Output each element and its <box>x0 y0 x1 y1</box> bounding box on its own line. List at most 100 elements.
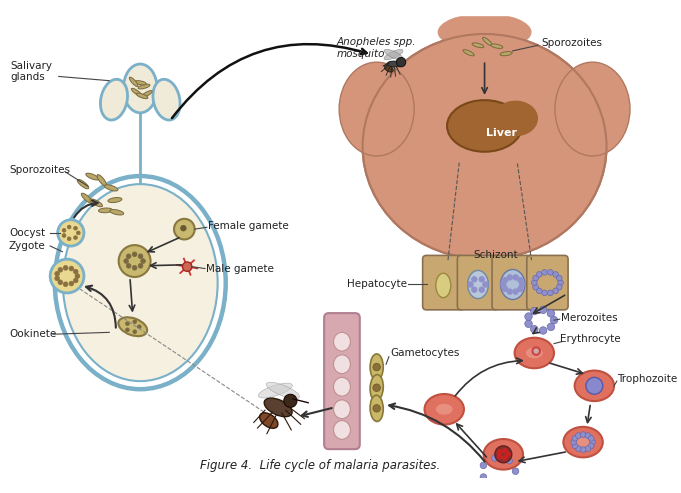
Circle shape <box>141 259 146 263</box>
Circle shape <box>530 307 538 315</box>
Circle shape <box>183 262 192 271</box>
Circle shape <box>180 225 186 231</box>
Circle shape <box>539 306 547 314</box>
Circle shape <box>548 270 553 275</box>
Circle shape <box>132 265 137 270</box>
Circle shape <box>492 481 498 488</box>
Circle shape <box>503 449 507 453</box>
Circle shape <box>541 290 548 296</box>
Ellipse shape <box>99 208 112 213</box>
Text: Trophozoite: Trophozoite <box>617 374 677 384</box>
Ellipse shape <box>436 273 451 298</box>
Circle shape <box>138 325 141 329</box>
Circle shape <box>547 310 555 317</box>
Ellipse shape <box>86 173 99 180</box>
FancyBboxPatch shape <box>324 313 360 449</box>
Circle shape <box>76 231 80 235</box>
Circle shape <box>539 327 547 334</box>
Circle shape <box>480 474 487 480</box>
Circle shape <box>58 268 63 272</box>
Ellipse shape <box>90 199 102 207</box>
Circle shape <box>133 320 137 323</box>
Circle shape <box>75 274 80 279</box>
Circle shape <box>503 277 508 283</box>
Ellipse shape <box>484 439 523 470</box>
Ellipse shape <box>334 400 351 419</box>
Ellipse shape <box>264 398 292 417</box>
Circle shape <box>506 479 513 485</box>
Ellipse shape <box>384 49 403 60</box>
Ellipse shape <box>501 270 525 300</box>
Circle shape <box>54 271 59 276</box>
Ellipse shape <box>385 66 393 72</box>
Circle shape <box>373 405 381 412</box>
Circle shape <box>553 272 558 277</box>
Circle shape <box>530 325 538 333</box>
Text: Figure 4.  Life cycle of malaria parasites.: Figure 4. Life cycle of malaria parasite… <box>200 459 441 472</box>
Circle shape <box>126 254 131 259</box>
Text: Sporozoites: Sporozoites <box>542 38 603 48</box>
Text: Gametocytes: Gametocytes <box>391 348 460 358</box>
Circle shape <box>588 443 594 449</box>
Circle shape <box>118 245 151 277</box>
Circle shape <box>537 288 542 294</box>
Circle shape <box>590 439 595 445</box>
Text: Anopheles spp.
mosquito: Anopheles spp. mosquito <box>336 37 416 59</box>
Ellipse shape <box>100 79 127 120</box>
Ellipse shape <box>370 375 383 401</box>
Circle shape <box>133 330 137 334</box>
Ellipse shape <box>575 437 592 448</box>
Text: Ookinete: Ookinete <box>9 329 56 339</box>
Circle shape <box>512 468 519 474</box>
Ellipse shape <box>483 37 492 46</box>
Circle shape <box>580 432 586 437</box>
Circle shape <box>471 287 477 292</box>
Circle shape <box>54 276 59 281</box>
Circle shape <box>575 433 581 438</box>
Circle shape <box>503 456 507 460</box>
Text: Merozoites: Merozoites <box>560 313 617 323</box>
Ellipse shape <box>334 355 351 374</box>
Ellipse shape <box>491 44 503 48</box>
Text: Female gamete: Female gamete <box>208 221 289 231</box>
Circle shape <box>586 377 603 394</box>
Ellipse shape <box>136 93 148 99</box>
Circle shape <box>124 259 129 263</box>
Circle shape <box>556 284 562 290</box>
Circle shape <box>518 286 523 292</box>
Ellipse shape <box>134 81 146 85</box>
Ellipse shape <box>138 84 150 89</box>
Circle shape <box>547 323 555 331</box>
Circle shape <box>471 277 477 282</box>
Ellipse shape <box>129 77 138 87</box>
Circle shape <box>138 254 143 259</box>
Circle shape <box>58 220 84 246</box>
Ellipse shape <box>259 413 278 428</box>
Circle shape <box>533 284 539 290</box>
Ellipse shape <box>370 354 383 380</box>
Circle shape <box>373 384 381 391</box>
Ellipse shape <box>436 404 453 415</box>
Ellipse shape <box>142 91 152 98</box>
Ellipse shape <box>463 50 474 56</box>
Ellipse shape <box>555 62 630 156</box>
Circle shape <box>63 282 68 286</box>
Text: Erythrocyte: Erythrocyte <box>560 334 620 344</box>
Ellipse shape <box>334 421 351 439</box>
Circle shape <box>518 277 523 283</box>
Circle shape <box>126 263 131 268</box>
Circle shape <box>507 275 513 280</box>
Circle shape <box>533 348 540 355</box>
Circle shape <box>588 435 594 441</box>
Ellipse shape <box>77 179 89 189</box>
Circle shape <box>497 450 502 455</box>
Circle shape <box>483 282 488 287</box>
Circle shape <box>74 269 78 274</box>
Ellipse shape <box>334 377 351 396</box>
Ellipse shape <box>131 88 142 96</box>
Text: Liver: Liver <box>486 128 517 138</box>
Ellipse shape <box>500 52 512 56</box>
Circle shape <box>520 282 525 287</box>
FancyBboxPatch shape <box>492 255 533 310</box>
Ellipse shape <box>334 332 351 351</box>
